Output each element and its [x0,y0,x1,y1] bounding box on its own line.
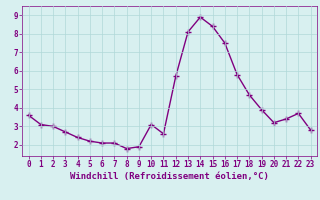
X-axis label: Windchill (Refroidissement éolien,°C): Windchill (Refroidissement éolien,°C) [70,172,269,181]
